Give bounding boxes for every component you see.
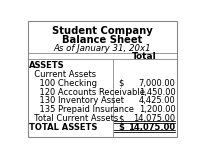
- Text: $: $: [118, 79, 123, 88]
- Text: 4,425.00: 4,425.00: [139, 96, 175, 106]
- Text: 130 Inventory Asset: 130 Inventory Asset: [29, 96, 124, 106]
- Text: Total: Total: [132, 52, 157, 61]
- Text: 100 Checking: 100 Checking: [29, 79, 97, 88]
- Text: 7,000.00: 7,000.00: [138, 79, 175, 88]
- Text: 120 Accounts Receivable: 120 Accounts Receivable: [29, 88, 145, 97]
- Text: 14,075.00: 14,075.00: [133, 114, 175, 123]
- Text: Balance Sheet: Balance Sheet: [62, 35, 143, 45]
- Text: 1,200.00: 1,200.00: [139, 105, 175, 114]
- Text: $: $: [118, 123, 124, 132]
- Text: Student Company: Student Company: [52, 26, 153, 36]
- Text: ASSETS: ASSETS: [29, 61, 64, 70]
- Text: 135 Prepaid Insurance: 135 Prepaid Insurance: [29, 105, 134, 114]
- Text: TOTAL ASSETS: TOTAL ASSETS: [29, 123, 97, 132]
- Text: 1,450.00: 1,450.00: [139, 88, 175, 97]
- Text: Current Assets: Current Assets: [29, 70, 96, 79]
- Text: Total Current Assets: Total Current Assets: [29, 114, 118, 123]
- Text: 14,075.00: 14,075.00: [128, 123, 175, 132]
- Text: $: $: [118, 114, 123, 123]
- Text: As of January 31, 20x1: As of January 31, 20x1: [54, 44, 151, 53]
